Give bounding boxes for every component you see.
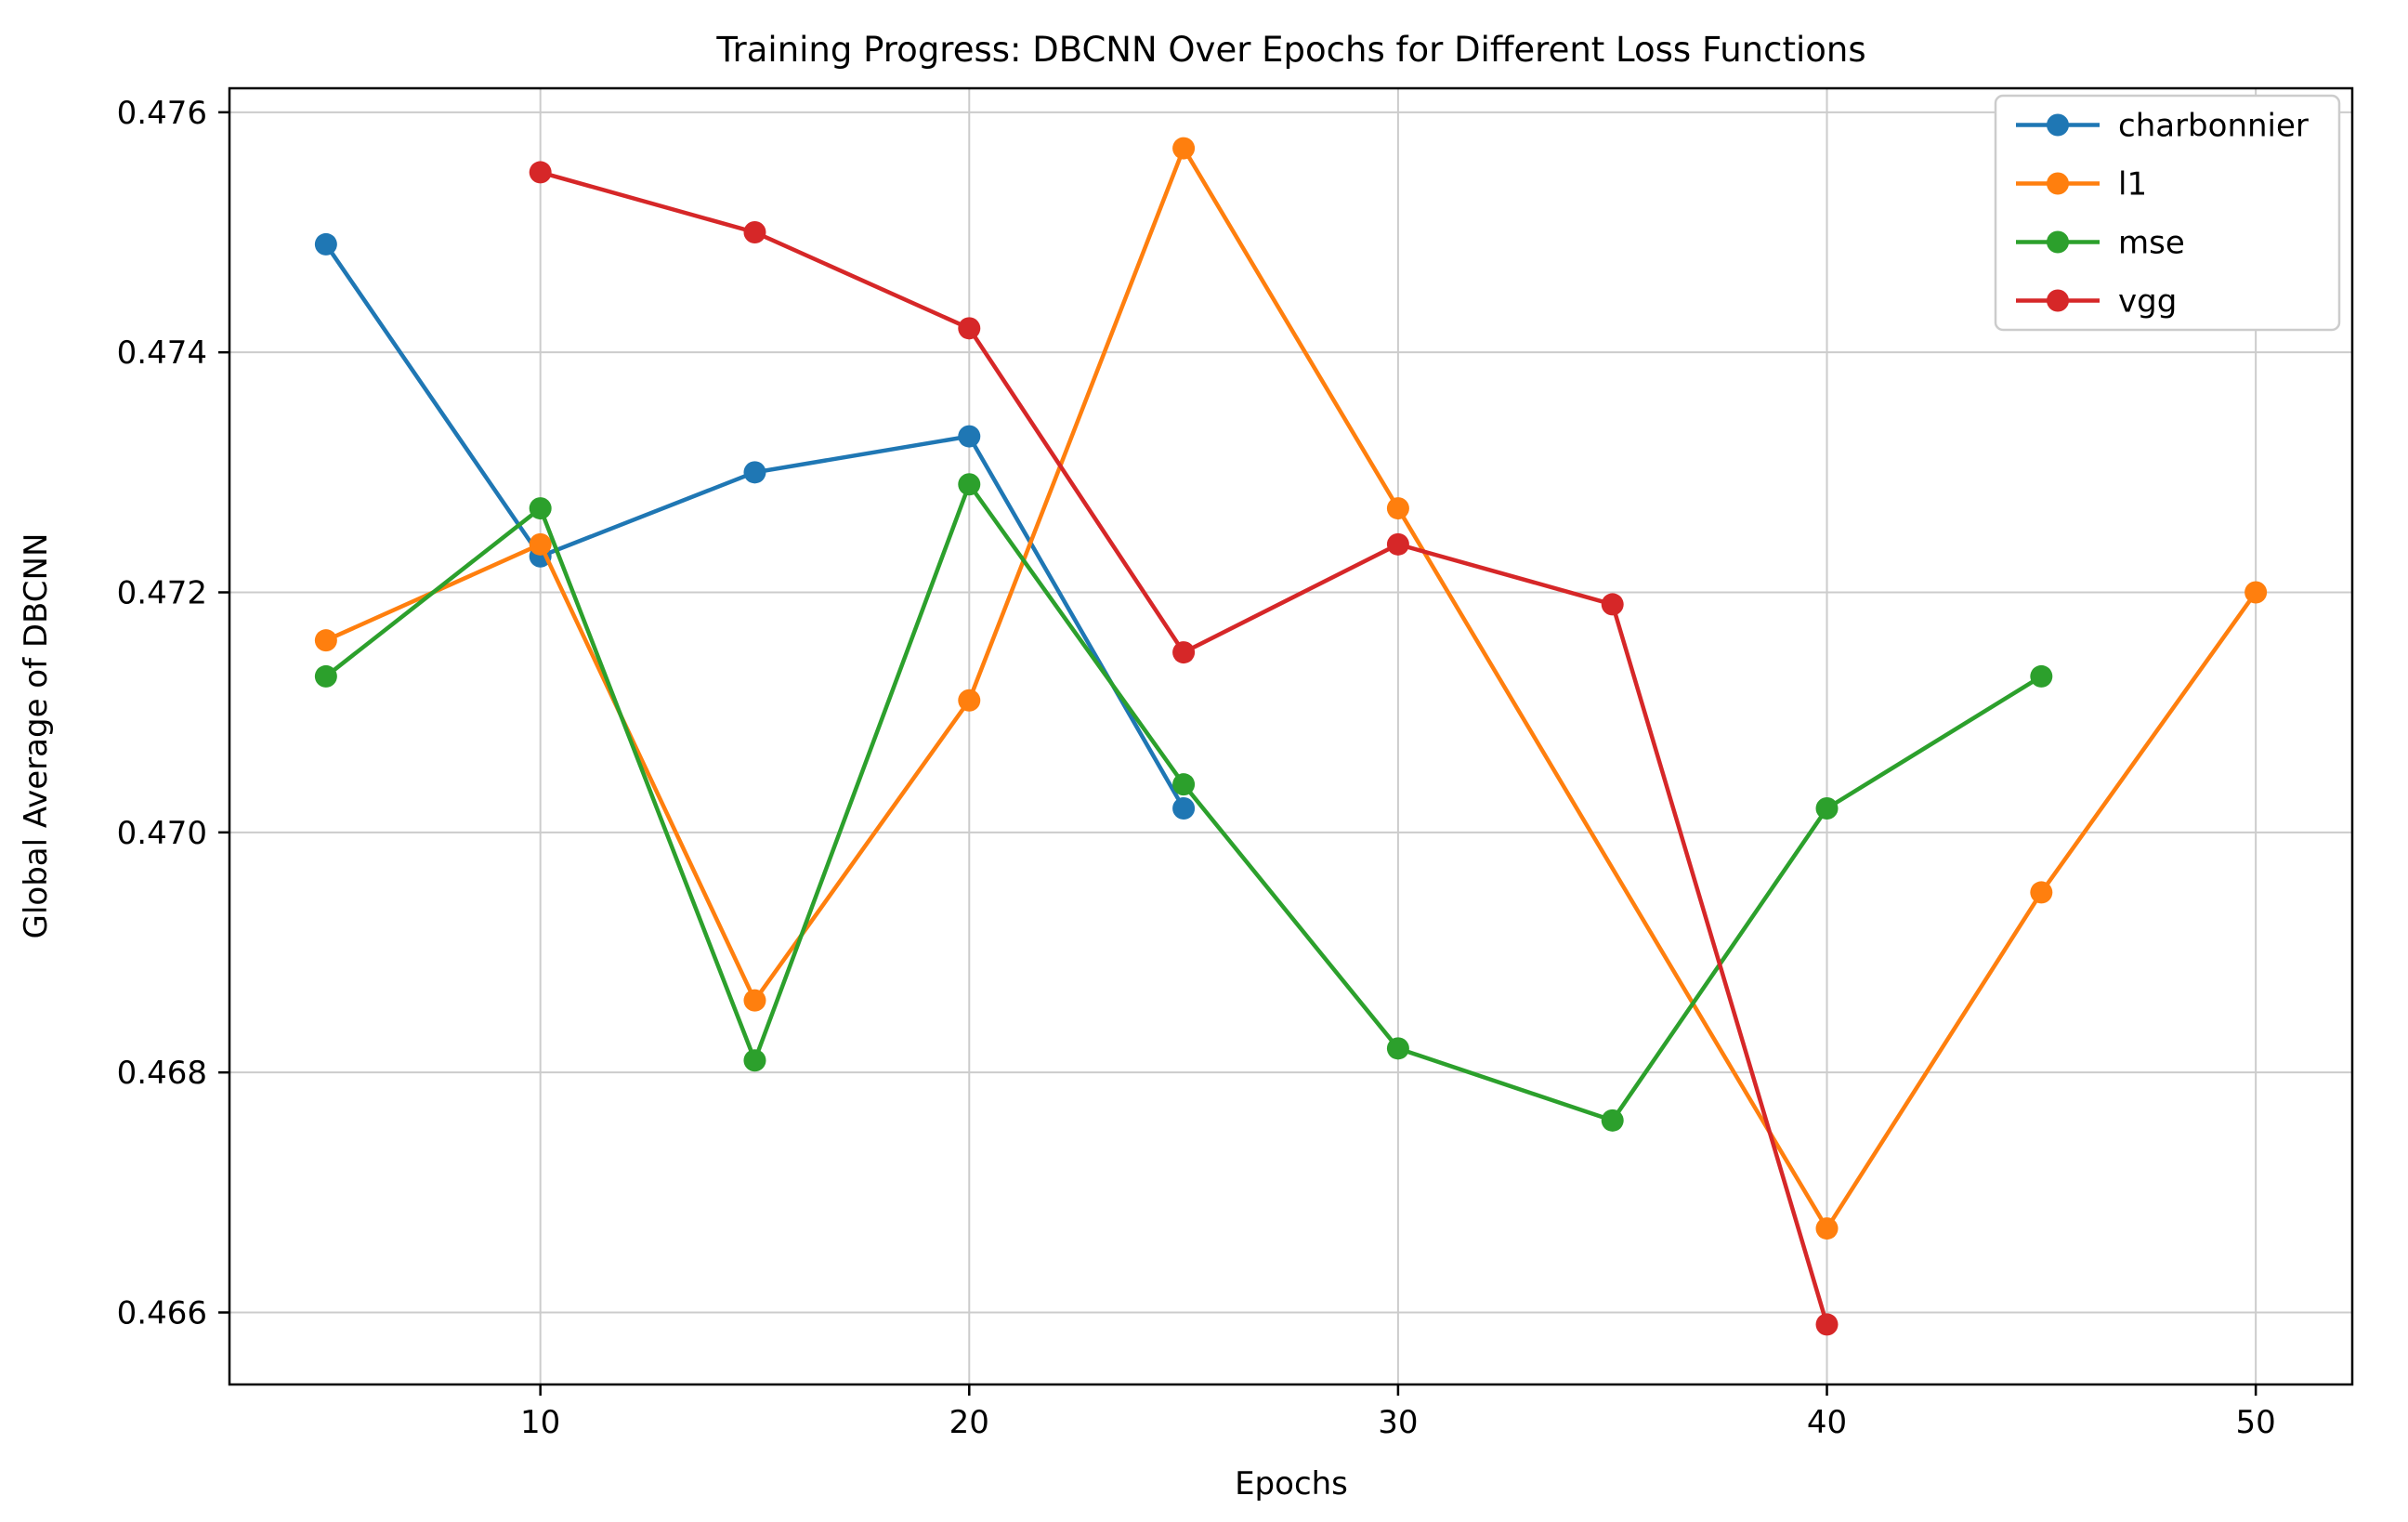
series-line (323, 242, 1186, 811)
series-mse (314, 473, 2053, 1132)
data-point (1601, 593, 1624, 616)
legend-frame (1994, 94, 2341, 332)
data-point (1172, 137, 1196, 160)
data-point (743, 989, 766, 1012)
data-point (958, 425, 981, 448)
legend: charbonnier l1 mse vgg (1994, 94, 2341, 332)
plot-area: 10 20 30 40 50 0.466 0.468 0.470 0.472 0.474 0.476… (117, 86, 2354, 1441)
data-point (1601, 1109, 1624, 1132)
data-point (529, 161, 552, 184)
data-point (2030, 664, 2053, 688)
legend-marker (2047, 113, 2069, 137)
legend-marker (2047, 230, 2069, 254)
legend-label: mse (2118, 225, 2185, 262)
data-point (1386, 532, 1409, 556)
data-point (1815, 1313, 1839, 1336)
x-tick-label: 30 (1378, 1404, 1418, 1441)
data-point (1386, 497, 1409, 520)
legend-label: l1 (2118, 166, 2147, 203)
data-point (2030, 881, 2053, 904)
y-tick-label: 0.472 (117, 575, 207, 612)
data-point (1172, 641, 1196, 664)
axes-frame (228, 86, 2354, 1386)
data-point (1815, 1217, 1839, 1240)
data-point (1172, 773, 1196, 796)
data-point (314, 664, 337, 688)
legend-entry-vgg: vgg (2016, 283, 2177, 321)
legend-entry-mse: mse (2016, 225, 2185, 262)
x-tick-label: 20 (949, 1404, 989, 1441)
legend-label: vgg (2118, 283, 2177, 321)
x-tick-label: 10 (520, 1404, 560, 1441)
legend-entry-l1: l1 (2016, 166, 2147, 203)
y-axis-label: Global Average of DBCNN (18, 533, 55, 939)
data-point (743, 1049, 766, 1072)
series-l1 (314, 137, 2268, 1240)
data-point (743, 461, 766, 484)
legend-entry-charbonnier: charbonnier (2016, 108, 2309, 145)
x-tick-label: 50 (2236, 1404, 2276, 1441)
data-point (743, 221, 766, 243)
series-charbonnier (314, 232, 1196, 820)
data-point (1172, 797, 1196, 820)
data-point (529, 497, 552, 520)
y-tick-label: 0.468 (117, 1055, 207, 1092)
data-point (314, 629, 337, 652)
legend-marker (2047, 172, 2069, 195)
series-vgg (529, 161, 1839, 1336)
y-tick-label: 0.476 (117, 95, 207, 132)
y-tick-label: 0.470 (117, 815, 207, 852)
y-tick-label: 0.466 (117, 1295, 207, 1332)
x-tick-label: 40 (1807, 1404, 1847, 1441)
data-point (1386, 1037, 1409, 1060)
series-line (323, 146, 2258, 1231)
data-point (314, 232, 337, 256)
data-point (958, 317, 981, 340)
x-axis-label: Epochs (1235, 1465, 1348, 1502)
series-line (538, 170, 1829, 1327)
data-point (958, 689, 981, 712)
y-tick-label: 0.474 (117, 335, 207, 372)
chart-title: Training Progress: DBCNN Over Epochs for… (715, 30, 1865, 70)
data-point (1815, 797, 1839, 820)
data-point (2244, 581, 2268, 604)
legend-marker (2047, 289, 2069, 312)
data-point (529, 532, 552, 556)
legend-label: charbonnier (2118, 108, 2309, 145)
data-point (958, 473, 981, 496)
